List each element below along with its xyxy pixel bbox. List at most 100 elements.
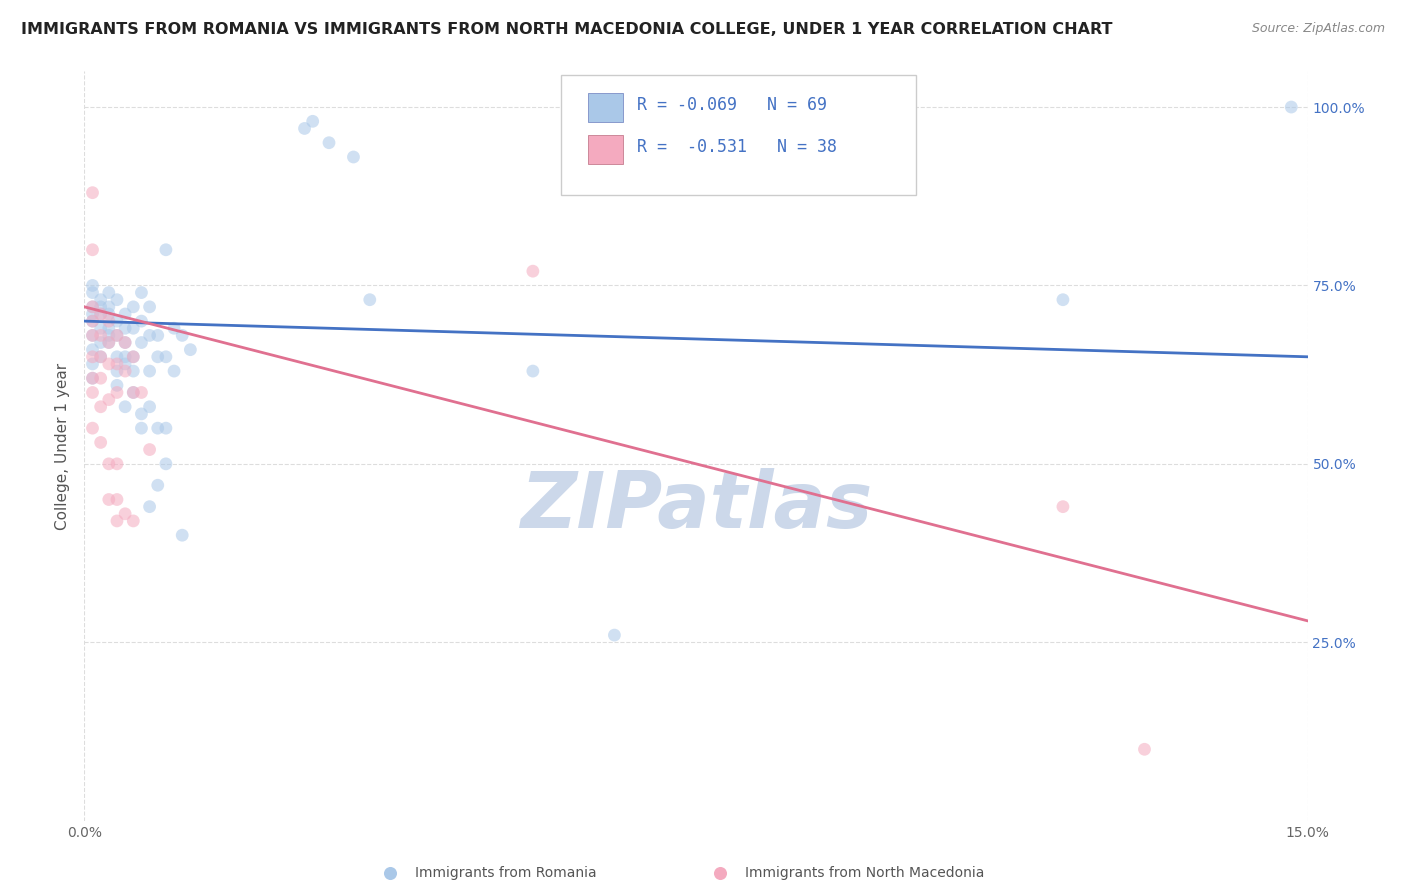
- Point: [105, 364, 128, 378]
- Point: [146, 478, 169, 492]
- Point: [603, 628, 626, 642]
- Point: [90, 328, 112, 343]
- Point: [105, 378, 128, 392]
- Point: [97, 492, 120, 507]
- Point: [138, 442, 160, 457]
- Point: [1052, 293, 1074, 307]
- Point: [114, 357, 136, 371]
- Point: [105, 385, 128, 400]
- Point: [146, 350, 169, 364]
- Point: [82, 243, 104, 257]
- Point: [82, 385, 104, 400]
- Point: [172, 328, 194, 343]
- Point: [82, 350, 104, 364]
- Point: [294, 121, 316, 136]
- Text: Immigrants from Romania: Immigrants from Romania: [415, 866, 596, 880]
- Point: [90, 335, 112, 350]
- Point: [97, 307, 120, 321]
- Point: [114, 335, 136, 350]
- Point: [114, 321, 136, 335]
- Point: [90, 307, 112, 321]
- Point: [105, 314, 128, 328]
- Point: [522, 264, 544, 278]
- Point: [155, 421, 177, 435]
- Point: [146, 421, 169, 435]
- Point: [342, 150, 364, 164]
- Point: [155, 350, 177, 364]
- Point: [122, 300, 145, 314]
- Point: [105, 328, 128, 343]
- Text: ZIPatlas: ZIPatlas: [520, 468, 872, 544]
- Point: [82, 278, 104, 293]
- Point: [90, 350, 112, 364]
- Point: [522, 364, 544, 378]
- Point: [163, 321, 186, 335]
- Point: [105, 328, 128, 343]
- Point: [82, 371, 104, 385]
- FancyBboxPatch shape: [588, 93, 623, 121]
- Point: [114, 364, 136, 378]
- Text: R = -0.069   N = 69: R = -0.069 N = 69: [637, 96, 827, 114]
- Point: [146, 328, 169, 343]
- Point: [97, 314, 120, 328]
- Point: [318, 136, 340, 150]
- Text: Immigrants from North Macedonia: Immigrants from North Macedonia: [745, 866, 984, 880]
- Point: [138, 328, 160, 343]
- Point: [97, 335, 120, 350]
- Point: [131, 285, 153, 300]
- Point: [97, 328, 120, 343]
- Point: [97, 392, 120, 407]
- FancyBboxPatch shape: [561, 75, 917, 195]
- Point: [82, 421, 104, 435]
- Point: [138, 500, 160, 514]
- Point: [122, 350, 145, 364]
- Point: [138, 400, 160, 414]
- Point: [122, 350, 145, 364]
- Point: [179, 343, 201, 357]
- Point: [122, 385, 145, 400]
- Point: [82, 300, 104, 314]
- Point: [163, 364, 186, 378]
- Point: [114, 350, 136, 364]
- Point: [90, 350, 112, 364]
- Point: [90, 307, 112, 321]
- Text: Source: ZipAtlas.com: Source: ZipAtlas.com: [1251, 22, 1385, 36]
- Point: [131, 335, 153, 350]
- Point: [90, 321, 112, 335]
- Point: [82, 314, 104, 328]
- Point: [1279, 100, 1302, 114]
- Point: [131, 385, 153, 400]
- Y-axis label: College, Under 1 year: College, Under 1 year: [55, 362, 70, 530]
- Point: [82, 285, 104, 300]
- Point: [105, 514, 128, 528]
- Point: [82, 328, 104, 343]
- Point: [172, 528, 194, 542]
- Point: [138, 364, 160, 378]
- Point: [82, 357, 104, 371]
- Point: [122, 321, 145, 335]
- Point: [97, 457, 120, 471]
- Point: [114, 307, 136, 321]
- Point: [138, 300, 160, 314]
- Point: [82, 307, 104, 321]
- Text: IMMIGRANTS FROM ROMANIA VS IMMIGRANTS FROM NORTH MACEDONIA COLLEGE, UNDER 1 YEAR: IMMIGRANTS FROM ROMANIA VS IMMIGRANTS FR…: [21, 22, 1112, 37]
- Point: [82, 371, 104, 385]
- Point: [82, 328, 104, 343]
- Point: [1052, 500, 1074, 514]
- Point: [105, 457, 128, 471]
- Point: [90, 293, 112, 307]
- Point: [114, 335, 136, 350]
- Point: [155, 457, 177, 471]
- Point: [82, 314, 104, 328]
- Point: [1133, 742, 1156, 756]
- Point: [122, 514, 145, 528]
- Point: [105, 293, 128, 307]
- Point: [82, 343, 104, 357]
- Point: [90, 371, 112, 385]
- Point: [122, 385, 145, 400]
- Point: [114, 507, 136, 521]
- Point: [301, 114, 323, 128]
- Point: [114, 400, 136, 414]
- Point: [90, 300, 112, 314]
- Point: [122, 364, 145, 378]
